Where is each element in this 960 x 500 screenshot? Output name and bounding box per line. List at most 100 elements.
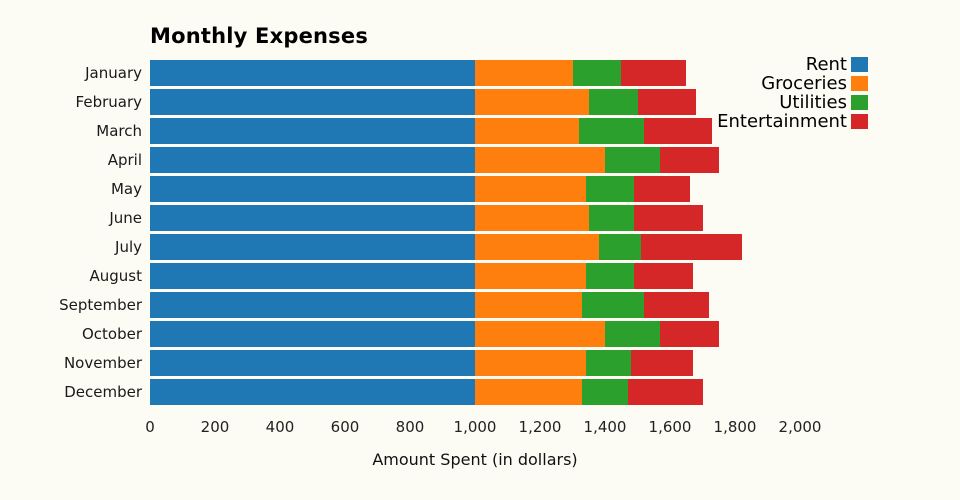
bar-segment-rent xyxy=(150,204,475,231)
bar-row: August xyxy=(0,261,960,290)
category-label: September xyxy=(59,295,142,314)
bar-segment-utilities xyxy=(572,59,622,86)
legend-swatch xyxy=(851,57,868,72)
bar-row: March xyxy=(0,116,960,145)
bar-segment-utilities xyxy=(598,233,641,260)
category-label: February xyxy=(75,92,142,111)
legend-swatch xyxy=(851,95,868,110)
bar-segment-utilities xyxy=(585,262,635,289)
legend: Rent Groceries Utilities Entertainment xyxy=(717,55,868,131)
plot-area: January February March April May June July Augu… xyxy=(0,58,960,406)
bar-segment-entertainment xyxy=(634,262,693,289)
bar-segment-utilities xyxy=(585,349,631,376)
x-tick-label: 1,000 xyxy=(453,418,497,436)
bar-segment-groceries xyxy=(475,88,589,115)
bar-segment-rent xyxy=(150,59,475,86)
stacked-bar xyxy=(150,204,703,231)
legend-item-rent: Rent xyxy=(806,55,868,74)
stacked-bar xyxy=(150,378,703,405)
category-label: June xyxy=(109,208,142,227)
category-label: November xyxy=(63,353,142,372)
bar-segment-entertainment xyxy=(631,349,693,376)
bar-row: April xyxy=(0,145,960,174)
stacked-bar xyxy=(150,349,693,376)
stacked-bar xyxy=(150,320,719,347)
legend-swatch xyxy=(851,76,868,91)
bar-segment-groceries xyxy=(475,175,586,202)
x-axis-label: Amount Spent (in dollars) xyxy=(372,450,578,469)
bar-segment-utilities xyxy=(588,204,635,231)
bar-segment-rent xyxy=(150,320,475,347)
x-tick-label: 2,000 xyxy=(778,418,822,436)
bar-segment-groceries xyxy=(475,204,589,231)
bar-segment-entertainment xyxy=(640,233,742,260)
bar-segment-rent xyxy=(150,349,475,376)
x-tick-label: 200 xyxy=(200,418,230,436)
stacked-bar xyxy=(150,88,696,115)
bar-segment-rent xyxy=(150,291,475,318)
x-tick-label: 1,200 xyxy=(518,418,562,436)
x-tick-label: 600 xyxy=(330,418,360,436)
bar-segment-groceries xyxy=(475,262,586,289)
bar-segment-groceries xyxy=(475,117,579,144)
bar-segment-rent xyxy=(150,262,475,289)
bar-segment-entertainment xyxy=(634,204,703,231)
legend-label: Entertainment xyxy=(717,111,847,132)
stacked-bar xyxy=(150,59,687,86)
bar-segment-entertainment xyxy=(634,175,690,202)
x-tick-label: 400 xyxy=(265,418,295,436)
category-label: January xyxy=(85,63,142,82)
x-tick-label: 1,800 xyxy=(713,418,757,436)
bar-segment-entertainment xyxy=(621,59,687,86)
category-label: April xyxy=(107,150,142,169)
bar-segment-groceries xyxy=(475,320,605,347)
bar-segment-utilities xyxy=(585,175,635,202)
bar-segment-groceries xyxy=(475,146,605,173)
legend-label: Utilities xyxy=(779,92,847,113)
stacked-bar xyxy=(150,233,742,260)
bar-segment-entertainment xyxy=(660,320,719,347)
legend-swatch xyxy=(851,114,868,129)
bar-segment-utilities xyxy=(582,291,644,318)
stacked-bar xyxy=(150,117,713,144)
bar-segment-groceries xyxy=(475,59,573,86)
legend-item-entertainment: Entertainment xyxy=(717,112,868,131)
bar-row: June xyxy=(0,203,960,232)
bar-segment-groceries xyxy=(475,291,583,318)
bar-segment-rent xyxy=(150,146,475,173)
legend-item-utilities: Utilities xyxy=(779,93,868,112)
category-label: March xyxy=(96,121,142,140)
stacked-bar xyxy=(150,291,709,318)
bar-segment-utilities xyxy=(579,117,644,144)
bar-segment-rent xyxy=(150,233,475,260)
x-tick-label: 1,600 xyxy=(648,418,692,436)
bar-segment-rent xyxy=(150,175,475,202)
x-tick-label: 0 xyxy=(145,418,155,436)
legend-label: Rent xyxy=(805,54,847,75)
bar-row: November xyxy=(0,348,960,377)
bar-segment-utilities xyxy=(588,88,638,115)
category-label: August xyxy=(89,266,143,285)
bar-segment-groceries xyxy=(475,378,583,405)
stacked-bar xyxy=(150,146,719,173)
chart-title: Monthly Expenses xyxy=(150,24,369,48)
bar-row: January xyxy=(0,58,960,87)
x-tick-label: 1,400 xyxy=(583,418,627,436)
bar-segment-entertainment xyxy=(644,117,713,144)
category-label: December xyxy=(64,382,142,401)
bar-row: October xyxy=(0,319,960,348)
category-label: July xyxy=(115,237,142,256)
bar-segment-groceries xyxy=(475,349,586,376)
stacked-bar xyxy=(150,262,693,289)
bar-row: July xyxy=(0,232,960,261)
bar-row: February xyxy=(0,87,960,116)
category-label: May xyxy=(110,179,142,198)
bar-row: May xyxy=(0,174,960,203)
bar-segment-entertainment xyxy=(660,146,719,173)
category-label: October xyxy=(81,324,142,343)
x-axis: 0 200 400 600 800 1,000 1,200 1,400 1,600 1,800 2,… xyxy=(0,418,960,438)
bar-segment-groceries xyxy=(475,233,599,260)
legend-item-groceries: Groceries xyxy=(761,74,868,93)
bar-segment-utilities xyxy=(605,320,661,347)
